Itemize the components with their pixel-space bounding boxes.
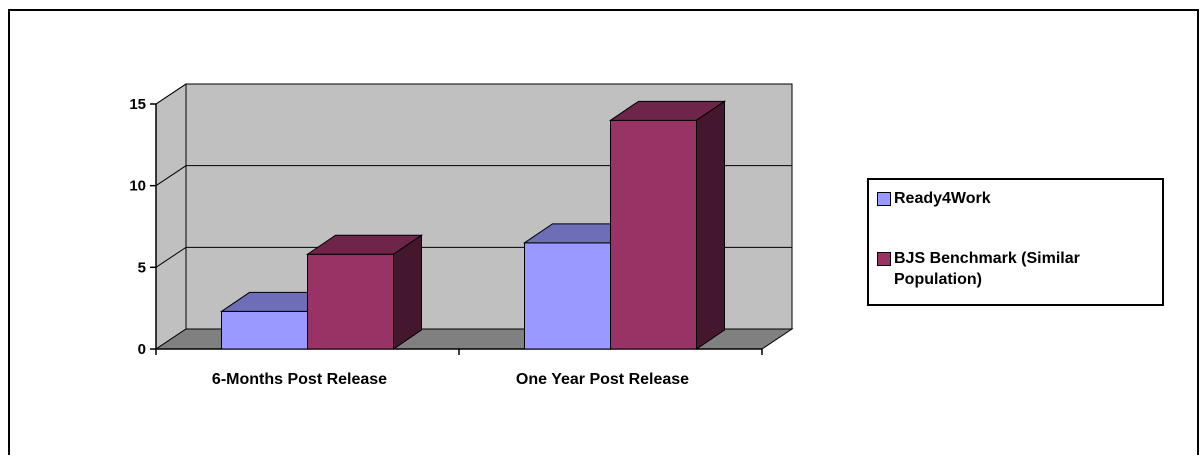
- legend-item-series-2: BJS Benchmark (Similar Population): [877, 248, 1164, 290]
- bar: [610, 119, 697, 350]
- legend-label-series-2: BJS Benchmark (Similar Population): [894, 250, 1080, 288]
- y-tick-label: 15: [129, 96, 146, 113]
- y-tick-label: 5: [138, 259, 146, 276]
- chart-frame: [8, 9, 1199, 455]
- bar-side: [393, 234, 422, 350]
- gridline: [155, 83, 792, 105]
- bar: [307, 253, 394, 350]
- gridline: [155, 165, 792, 187]
- bar-side: [696, 100, 725, 350]
- chart-legend: Ready4Work BJS Benchmark (Similar Popula…: [867, 178, 1164, 306]
- side-wall: [155, 83, 187, 350]
- legend-swatch-series-1: [877, 192, 891, 206]
- y-tick-label: 0: [138, 341, 146, 358]
- bar: [524, 242, 611, 350]
- legend-swatch-series-2: [877, 252, 891, 266]
- bar: [221, 310, 308, 350]
- legend-label-series-1: Ready4Work: [894, 190, 991, 207]
- y-tick-label: 10: [129, 178, 146, 195]
- legend-item-series-1: Ready4Work: [877, 188, 1164, 209]
- x-tick-label: One Year Post Release: [516, 371, 689, 388]
- x-tick-label: 6-Months Post Release: [212, 371, 387, 388]
